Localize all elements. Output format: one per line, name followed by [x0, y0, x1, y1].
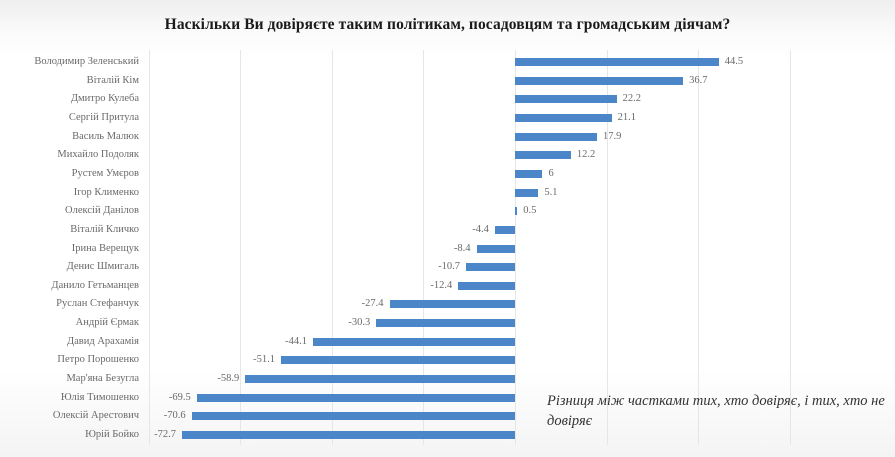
bar: [515, 189, 539, 197]
value-label: -4.4: [472, 224, 489, 235]
category-label: Давид Арахамія: [66, 336, 139, 347]
value-label: -51.1: [253, 354, 275, 365]
bar: [515, 151, 571, 159]
value-label: -72.7: [154, 429, 177, 440]
bar: [196, 394, 515, 402]
bar: [515, 170, 543, 178]
bar: [182, 431, 515, 439]
bar: [191, 412, 515, 420]
bar-row: Віталій Кличко -4.4: [0, 221, 895, 239]
value-label: 36.7: [689, 75, 708, 86]
value-label: 21.1: [617, 112, 636, 123]
bar-row: Ірина Верещук -8.4: [0, 240, 895, 258]
gridline: [240, 50, 241, 445]
category-label: Юрій Бойко: [85, 429, 139, 440]
bar: [515, 95, 617, 103]
bar: [515, 58, 719, 66]
bar-row: Руслан Стефанчук -27.4: [0, 295, 895, 313]
category-label: Олексій Арестович: [52, 410, 139, 421]
value-label: -27.4: [361, 298, 384, 309]
bar-row: Олексій Арестович -70.6: [0, 407, 895, 425]
category-label: Дмитро Кулеба: [70, 93, 139, 104]
chart-annotation: Різниця між частками тих, хто довіряє, і…: [547, 393, 885, 429]
bar-row: Олексій Данілов 0.5: [0, 202, 895, 220]
category-label: Ігор Клименко: [73, 187, 139, 198]
value-label: -69.5: [168, 392, 191, 403]
gridline: [149, 50, 150, 445]
bar: [376, 319, 515, 327]
value-label: -70.6: [163, 410, 186, 421]
category-label: Юлія Тимошенко: [60, 392, 139, 403]
category-label: Мар'яна Безугла: [66, 373, 139, 384]
value-label: 6: [548, 168, 554, 179]
value-label: 0.5: [523, 205, 537, 216]
bar-row: Данило Гетьманцев -12.4: [0, 277, 895, 295]
bar-row: Мар'яна Безугла -58.9: [0, 370, 895, 388]
bar-row: Давид Арахамія -44.1: [0, 333, 895, 351]
bar-row: Ігор Клименко 5.1: [0, 184, 895, 202]
gridline: [332, 50, 333, 445]
bar-row: Дмитро Кулеба 22.2: [0, 90, 895, 108]
gridline: [515, 50, 516, 445]
bar: [389, 300, 515, 308]
bar-row: Сергій Притула 21.1: [0, 109, 895, 127]
category-label: Андрій Єрмак: [75, 317, 139, 328]
category-label: Михайло Подоляк: [57, 149, 139, 160]
bar: [515, 207, 518, 215]
bar-row: Юрій Бойко -72.7: [0, 426, 895, 444]
bar: [465, 263, 515, 271]
bar: [313, 338, 515, 346]
bar: [458, 282, 515, 290]
bar-row: Михайло Подоляк 12.2: [0, 146, 895, 164]
bar: [515, 114, 612, 122]
value-label: -44.1: [285, 336, 308, 347]
bar: [280, 356, 515, 364]
category-label: Денис Шмигаль: [66, 261, 139, 272]
bar-row: Петро Порошенко -51.1: [0, 351, 895, 369]
category-label: Віталій Кім: [86, 75, 139, 86]
value-label: -58.9: [217, 373, 240, 384]
value-label: 22.2: [622, 93, 642, 104]
bar: [494, 226, 515, 234]
bar: [245, 375, 515, 383]
chart-title: Наскільки Ви довіряєте таким політикам, …: [164, 16, 731, 33]
value-label: 17.9: [602, 131, 622, 142]
value-label: -30.3: [348, 317, 371, 328]
category-label: Данило Гетьманцев: [51, 280, 139, 291]
gridline: [423, 50, 424, 445]
value-label: 44.5: [724, 56, 744, 67]
category-label: Володимир Зеленський: [34, 56, 139, 67]
value-label: -12.4: [430, 280, 453, 291]
category-label: Рустем Умєров: [71, 168, 139, 179]
bar-row: Андрій Єрмак -30.3: [0, 314, 895, 332]
gridline: [698, 50, 699, 445]
category-label: Олексій Данілов: [65, 205, 139, 216]
value-label: 5.1: [544, 187, 558, 198]
bar-row: Рустем Умєров 6: [0, 165, 895, 183]
bar-row: Василь Малюк 17.9: [0, 128, 895, 146]
bar: [515, 77, 684, 85]
bar-row: Володимир Зеленський 44.5: [0, 53, 895, 71]
value-label: -10.7: [438, 261, 460, 272]
gridline: [607, 50, 608, 445]
bar-row: Денис Шмигаль -10.7: [0, 258, 895, 276]
category-label: Руслан Стефанчук: [56, 298, 139, 309]
bar: [515, 133, 597, 141]
value-label: 12.2: [576, 149, 596, 160]
bar: [476, 245, 515, 253]
bar-row: Юлія Тимошенко -69.5: [0, 389, 895, 407]
category-label: Петро Порошенко: [57, 354, 139, 365]
category-label: Віталій Кличко: [70, 224, 139, 235]
category-label: Ірина Верещук: [71, 243, 139, 254]
gridline: [790, 50, 791, 445]
value-label: -8.4: [453, 243, 471, 254]
bar-row: Віталій Кім 36.7: [0, 72, 895, 90]
category-label: Василь Малюк: [72, 131, 139, 142]
category-label: Сергій Притула: [68, 112, 139, 123]
